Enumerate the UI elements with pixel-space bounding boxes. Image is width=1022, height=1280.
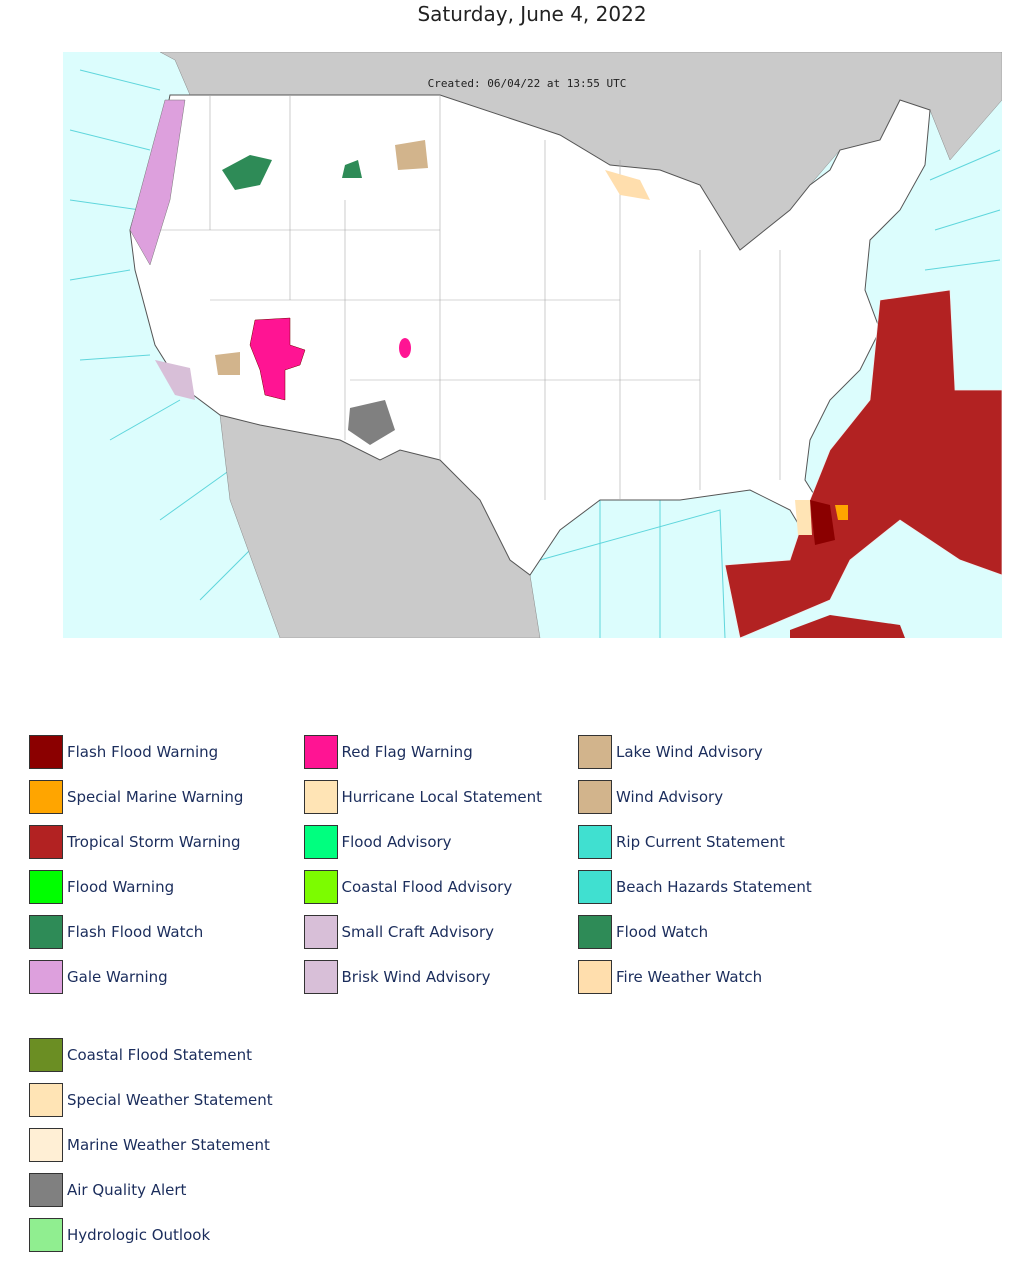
legend-label: Flash Flood Warning — [67, 743, 219, 761]
fire-weather-area — [605, 170, 650, 200]
created-box — [415, 74, 640, 92]
legend-label: Small Craft Advisory — [341, 923, 495, 941]
air-quality-area — [348, 400, 395, 445]
legend-swatch — [578, 960, 612, 994]
legend-swatch — [29, 1173, 63, 1207]
legend-swatch — [29, 870, 63, 904]
legend-label: Rip Current Statement — [616, 833, 785, 851]
legend-swatch — [303, 915, 338, 949]
legend-label: Red Flag Warning — [341, 743, 473, 761]
legend-swatch — [578, 735, 612, 769]
legend-label: Tropical Storm Warning — [67, 833, 241, 851]
legend-item: Flash Flood Warning — [29, 735, 218, 769]
legend-label: Flood Advisory — [341, 833, 452, 851]
flash-flood-area — [810, 500, 835, 545]
legend-label: Hydrologic Outlook — [67, 1226, 211, 1244]
legend-item: Flood Watch — [578, 915, 708, 949]
zone-lines — [69, 69, 261, 601]
legend-label: Gale Warning — [67, 968, 168, 986]
legend-swatch — [578, 780, 612, 814]
legend-label: Beach Hazards Statement — [616, 878, 812, 896]
legend-label: Marine Weather Statement — [67, 1136, 270, 1154]
legend-label: Lake Wind Advisory — [616, 743, 763, 761]
legend-label: Flood Warning — [67, 878, 175, 896]
legend-label: Flash Flood Watch — [67, 923, 204, 941]
legend-swatch — [303, 780, 338, 814]
legend-swatch — [578, 915, 612, 949]
legend-item: Special Weather Statement — [29, 1083, 273, 1117]
legend-item: Marine Weather Statement — [29, 1128, 270, 1162]
legend-item: Flood Advisory — [303, 825, 452, 859]
legend-item: Lake Wind Advisory — [578, 735, 763, 769]
legend-swatch — [303, 960, 338, 994]
legend-item: Brisk Wind Advisory — [303, 960, 491, 994]
legend-swatch — [303, 735, 338, 769]
red-flag-area — [399, 338, 411, 358]
special-marine-area — [835, 505, 848, 520]
legend-item: Beach Hazards Statement — [578, 870, 812, 904]
legend-item: Coastal Flood Advisory — [303, 870, 513, 904]
flood-watch-area — [342, 160, 362, 178]
hurricane-statement-area — [795, 500, 812, 535]
small-craft-area — [155, 360, 195, 400]
state-line — [150, 95, 781, 500]
legend-swatch — [29, 780, 63, 814]
legend-swatch — [578, 870, 612, 904]
legend-label: Hurricane Local Statement — [341, 788, 543, 806]
legend-swatch — [29, 1218, 63, 1252]
legend-item: Tropical Storm Warning — [29, 825, 241, 859]
zone-lines — [539, 500, 726, 638]
zone-lines — [880, 149, 1001, 301]
wind-advisory-area — [395, 140, 428, 170]
legend-item: Special Marine Warning — [29, 780, 243, 814]
tropical-storm-area — [724, 289, 1002, 638]
red-flag-area — [249, 317, 306, 401]
legend-label: Wind Advisory — [616, 788, 724, 806]
legend-item: Air Quality Alert — [29, 1173, 186, 1207]
wind-advisory-area — [215, 352, 240, 375]
legend-item: Coastal Flood Statement — [29, 1038, 252, 1072]
legend-item: Hydrologic Outlook — [29, 1218, 210, 1252]
page-title: Saturday, June 4, 2022 — [417, 2, 647, 26]
legend-item: Flood Warning — [29, 870, 174, 904]
legend-label: Special Marine Warning — [67, 788, 244, 806]
flood-watch-area — [222, 155, 272, 190]
legend-label: Special Weather Statement — [67, 1091, 273, 1109]
legend-label: Brisk Wind Advisory — [341, 968, 491, 986]
created-stamp: Created: 06/04/22 at 13:55 UTC — [428, 77, 627, 90]
legend-swatch — [303, 825, 338, 859]
tropical-storm-area — [790, 615, 905, 638]
legend-item: Gale Warning — [29, 960, 168, 994]
legend-label: Coastal Flood Advisory — [341, 878, 513, 896]
legend-swatch — [29, 960, 63, 994]
legend-swatch — [29, 1128, 63, 1162]
legend-swatch — [303, 870, 338, 904]
legend-label: Fire Weather Watch — [616, 968, 763, 986]
legend-label: Flood Watch — [616, 923, 709, 941]
legend-item: Hurricane Local Statement — [303, 780, 543, 814]
state-lines — [150, 95, 781, 500]
legend-item: Rip Current Statement — [578, 825, 785, 859]
legend-item: Red Flag Warning — [303, 735, 473, 769]
warnings-map: Created: 06/04/22 at 13:55 UTC — [63, 52, 1002, 638]
legend-item: Flash Flood Watch — [29, 915, 203, 949]
gale-warning-area — [129, 99, 186, 266]
legend-swatch — [29, 825, 63, 859]
legend-swatch — [578, 825, 612, 859]
legend-swatch — [29, 1038, 63, 1072]
legend-swatch — [29, 915, 63, 949]
legend-swatch — [29, 1083, 63, 1117]
marine-zones — [69, 69, 1001, 638]
legend-item: Small Craft Advisory — [303, 915, 495, 949]
legend-label: Air Quality Alert — [67, 1181, 187, 1199]
legend-swatch — [29, 735, 63, 769]
legend-label: Coastal Flood Statement — [67, 1046, 253, 1064]
legend-item: Wind Advisory — [578, 780, 723, 814]
legend-item: Fire Weather Watch — [578, 960, 762, 994]
